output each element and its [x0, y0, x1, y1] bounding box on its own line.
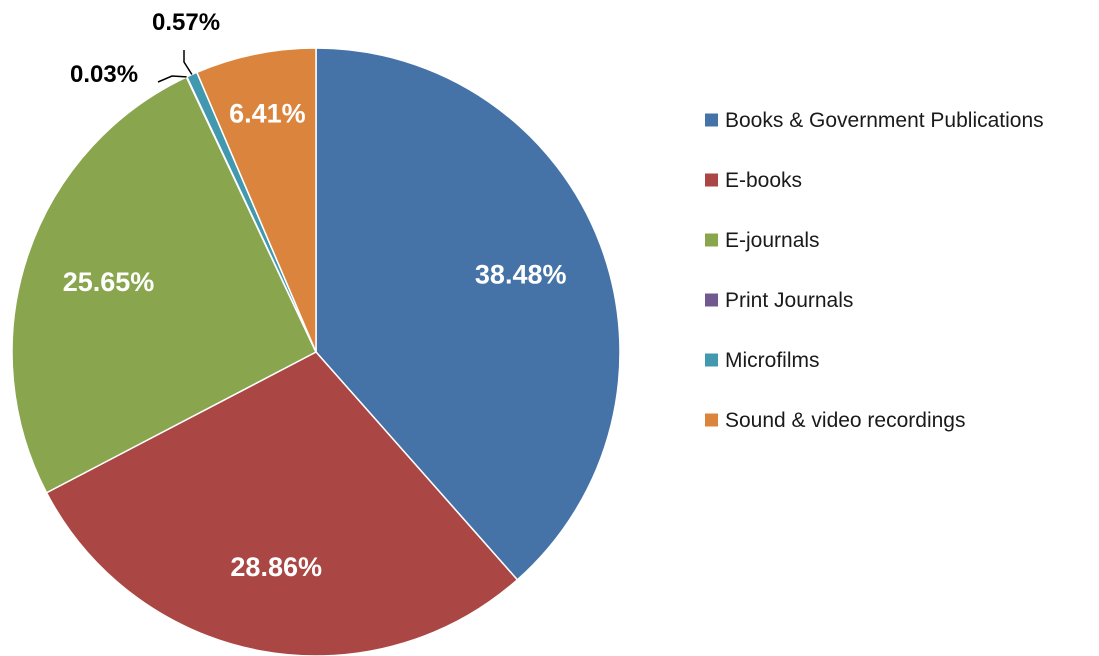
leader-lines [157, 50, 193, 83]
legend-item-sound-and-video-recordings: Sound & video recordings [705, 409, 966, 432]
legend: Books & Government Publications E-books E-… [705, 109, 1044, 432]
legend-label: Print Journals [725, 289, 853, 312]
legend-swatch [705, 353, 718, 367]
legend-label: E-books [725, 169, 802, 192]
data-label-microfilms: 0.57% [152, 9, 220, 36]
data-label-sound-and-video-recordings: 6.41% [229, 99, 306, 129]
legend-swatch [705, 293, 718, 307]
data-label-print-journals: 0.03% [70, 61, 138, 88]
leader-line-print-journals [157, 75, 187, 83]
legend-item-microfilms: Microfilms [705, 349, 820, 372]
legend-item-e-books: E-books [705, 169, 802, 192]
legend-swatch [705, 413, 718, 427]
leader-line-microfilms [183, 50, 193, 75]
legend-swatch [705, 233, 718, 247]
legend-swatch [705, 113, 718, 127]
legend-item-print-journals: Print Journals [705, 289, 853, 312]
legend-label: Sound & video recordings [725, 409, 966, 432]
legend-label: Microfilms [725, 349, 820, 372]
slice-e-journals [11, 76, 317, 494]
legend-item-e-journals: E-journals [705, 229, 820, 252]
data-label-books-and-government-publications: 38.48% [475, 260, 567, 290]
slice-sound-and-video-recordings [195, 47, 317, 353]
legend-label: Books & Government Publications [725, 109, 1044, 132]
data-label-e-journals: 25.65% [63, 267, 155, 297]
slice-books-and-government-publications [315, 47, 621, 581]
slice-labels: 38.48% 28.86% 25.65% 0.03% 0.57% 6.41% [63, 9, 567, 582]
legend-item-books-and-government-publications: Books & Government Publications [705, 109, 1044, 132]
slice-e-books [45, 351, 519, 656]
legend-swatch [705, 173, 718, 187]
legend-label: E-journals [725, 229, 820, 252]
pie-slices [11, 47, 621, 656]
data-label-e-books: 28.86% [230, 552, 322, 582]
